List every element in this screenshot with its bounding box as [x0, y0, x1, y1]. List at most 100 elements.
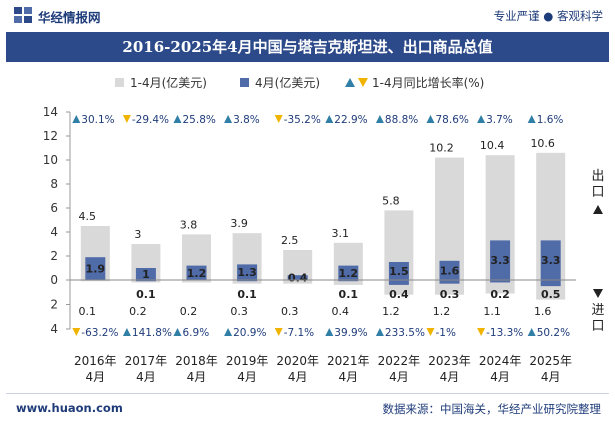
export-growth-label: 3.8%	[233, 114, 260, 126]
import-cumulative-label: 0.4	[332, 305, 350, 318]
trade-chart: 1-4月(亿美元) 4月(亿美元) 1-4月同比增长率(%)141210864202…	[43, 75, 605, 384]
export-arrow-up-icon	[593, 205, 603, 214]
export-cumulative-label: 3.9	[230, 217, 248, 230]
import-month-label: 0.1	[237, 288, 257, 301]
site-name: 华经情报网	[38, 10, 101, 25]
export-cumulative-label: 10.2	[429, 142, 454, 155]
export-cumulative-label: 3	[134, 228, 141, 241]
export-cumulative-bar	[283, 250, 313, 280]
import-month-bar	[388, 280, 409, 285]
export-month-label: 1.2	[187, 267, 207, 280]
x-category-label: 2017年 4月	[125, 354, 168, 384]
import-growth-label: -7.1%	[284, 327, 314, 339]
import-month-label: 0.2	[490, 288, 510, 301]
export-cumulative-label: 3.1	[332, 227, 350, 240]
import-growth-up-icon	[224, 328, 233, 336]
import-growth-down-icon	[274, 328, 283, 336]
export-month-bar	[135, 268, 156, 280]
import-cumulative-label: 1.1	[483, 305, 501, 318]
export-growth-up-icon	[375, 115, 384, 123]
brand-bar: 华经情报网 专业严谨 ● 客观科学	[0, 0, 615, 30]
export-month-label: 1	[142, 268, 150, 281]
import-cumulative-label: 0.3	[281, 305, 299, 318]
export-month-bar	[540, 240, 561, 280]
export-growth-label: 1.6%	[537, 114, 564, 126]
x-category-label: 2019年 4月	[226, 354, 269, 384]
chart-title: 2016-2025年4月中国与塔吉克斯坦进、出口商品总值	[122, 38, 493, 56]
import-cumulative-label: 0.2	[129, 305, 147, 318]
export-growth-label: 3.7%	[486, 114, 513, 126]
legend-down-triangle-icon	[358, 78, 368, 87]
export-month-label: 1.9	[86, 263, 106, 276]
export-growth-label: 22.9%	[334, 114, 367, 126]
import-cumulative-label: 1.2	[382, 305, 400, 318]
import-growth-label: 20.9%	[233, 327, 266, 339]
legend-cumulative-label: 1-4月(亿美元)	[130, 75, 207, 90]
site-slogan: 专业严谨 ● 客观科学	[493, 9, 603, 23]
import-growth-up-icon	[173, 328, 182, 336]
x-category-label: 2016年 4月	[74, 354, 117, 384]
y-tick-label: 10	[43, 153, 58, 167]
import-growth-down-icon	[426, 328, 435, 336]
y-tick-label: 4	[50, 225, 58, 239]
export-growth-label: 78.6%	[436, 114, 469, 126]
import-growth-down-icon	[477, 328, 486, 336]
import-growth-label: -63.2%	[81, 327, 118, 339]
export-growth-up-icon	[477, 115, 486, 123]
legend-cumulative-swatch	[115, 78, 124, 87]
legend-growth-label: 1-4月同比增长率(%)	[372, 75, 484, 90]
export-month-bar	[388, 262, 409, 280]
export-month-bar	[490, 240, 511, 280]
export-growth-down-icon	[274, 115, 283, 123]
import-month-label: 0.5	[541, 288, 561, 301]
y-tick-label: 12	[43, 129, 58, 143]
x-category-label: 2020年 4月	[276, 354, 319, 384]
import-growth-up-icon	[375, 328, 384, 336]
export-growth-label: -29.4%	[132, 114, 169, 126]
import-cumulative-bar	[485, 280, 515, 294]
y-tick-label: 2	[50, 298, 58, 312]
export-growth-up-icon	[173, 115, 182, 123]
import-growth-label: 233.5%	[385, 327, 425, 339]
x-category-label: 2022年 4月	[378, 354, 421, 384]
import-side-label: 进口	[591, 303, 604, 334]
x-category-label: 2018年 4月	[175, 354, 218, 384]
huajing-logo-icon	[14, 7, 32, 23]
import-growth-label: 6.9%	[183, 327, 210, 339]
export-month-bar	[439, 260, 460, 280]
export-month-bar	[237, 264, 258, 280]
import-growth-label: 50.2%	[537, 327, 570, 339]
import-cumulative-label: 0.2	[180, 305, 198, 318]
import-cumulative-label: 0.3	[230, 305, 248, 318]
import-growth-label: -13.3%	[486, 327, 523, 339]
export-growth-up-icon	[224, 115, 233, 123]
import-cumulative-label: 0.1	[79, 305, 97, 318]
import-growth-label: -1%	[436, 327, 456, 339]
import-cumulative-bar	[283, 280, 313, 284]
import-cumulative-label: 1.6	[534, 305, 552, 318]
export-cumulative-label: 3.8	[180, 218, 198, 231]
import-month-bar	[237, 280, 258, 282]
import-growth-up-icon	[527, 328, 536, 336]
import-cumulative-bar	[80, 280, 110, 282]
import-growth-down-icon	[72, 328, 81, 336]
y-tick-label: 2	[50, 249, 58, 263]
export-growth-label: 25.8%	[183, 114, 216, 126]
footer-url[interactable]: www.huaon.com	[16, 401, 123, 415]
export-growth-label: -35.2%	[284, 114, 321, 126]
export-month-label: 3.3	[541, 254, 561, 267]
x-category-label: 2021年 4月	[327, 354, 370, 384]
import-cumulative-bar	[333, 280, 363, 285]
export-growth-down-icon	[122, 115, 131, 123]
import-month-label: 0.1	[136, 288, 156, 301]
export-month-label: 3.3	[490, 254, 510, 267]
export-growth-label: 30.1%	[81, 114, 114, 126]
import-cumulative-bar	[232, 280, 262, 284]
export-cumulative-label: 4.5	[79, 210, 97, 223]
import-month-bar	[490, 280, 511, 283]
x-category-label: 2023年 4月	[428, 354, 471, 384]
import-month-label: 0.3	[440, 288, 460, 301]
export-growth-up-icon	[325, 115, 334, 123]
import-month-bar	[135, 280, 156, 282]
